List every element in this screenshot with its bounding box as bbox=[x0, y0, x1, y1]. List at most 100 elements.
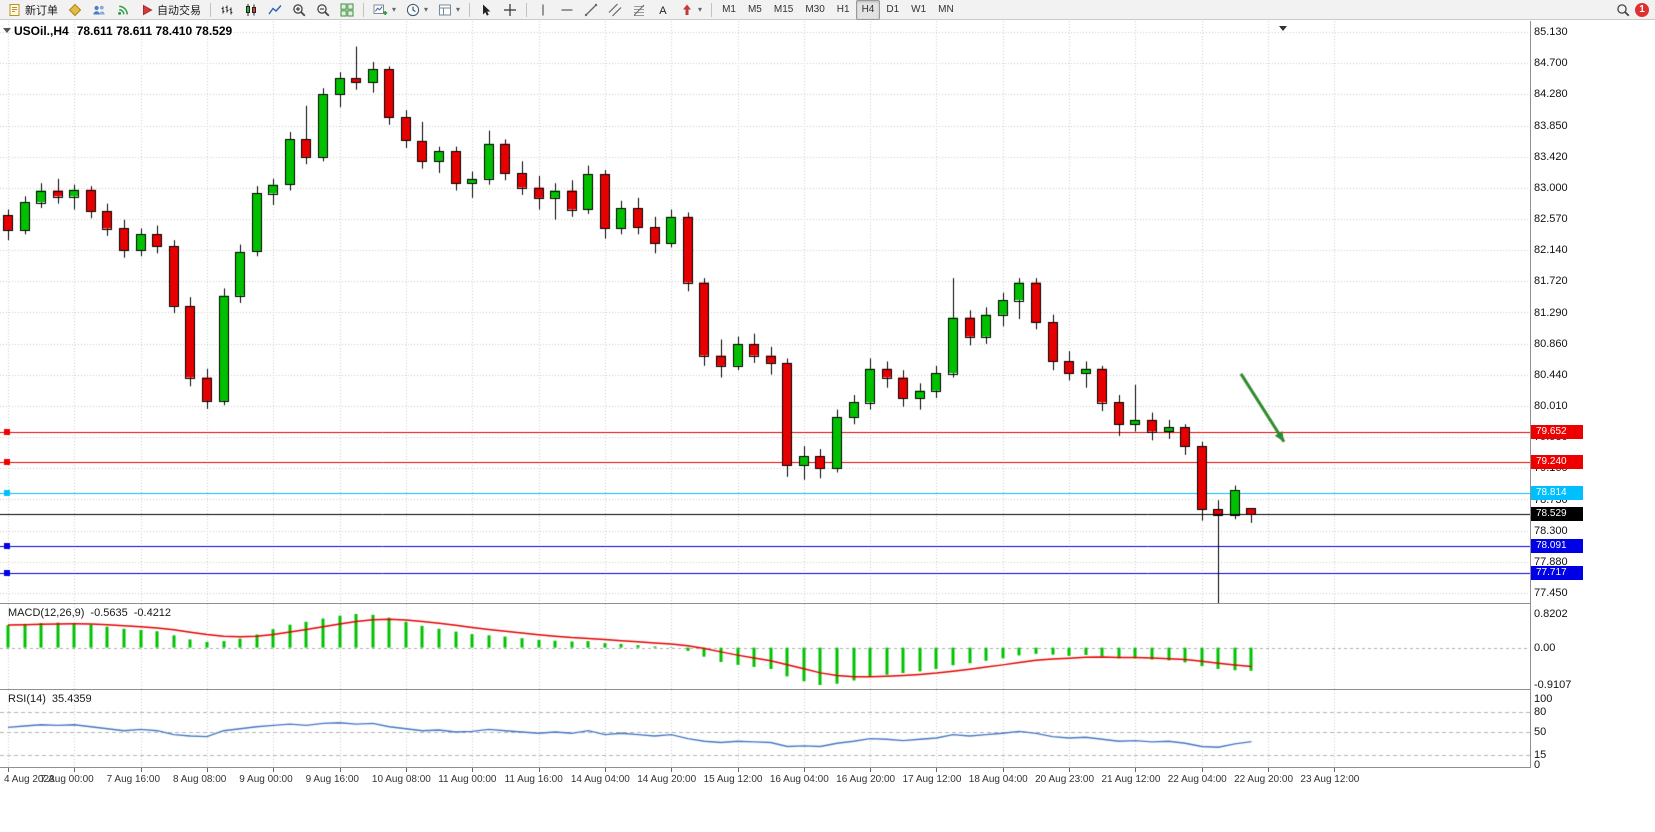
price-line-badge: 77.717 bbox=[1531, 566, 1583, 581]
price-line-badge: 79.652 bbox=[1531, 425, 1583, 440]
rsi-pane-separator[interactable] bbox=[0, 689, 1655, 690]
time-tick bbox=[1268, 768, 1269, 772]
rsi-axis-label: 100 bbox=[1534, 693, 1553, 705]
candles-chart-icon bbox=[244, 3, 258, 17]
vertical-line-button[interactable] bbox=[531, 0, 555, 20]
price-axis-label: 83.850 bbox=[1534, 119, 1568, 132]
crosshair-button[interactable] bbox=[498, 0, 522, 20]
toolbar-separator bbox=[526, 2, 528, 17]
tf-m1-label: M1 bbox=[722, 4, 736, 15]
tf-m30[interactable]: M30 bbox=[799, 0, 830, 20]
equidistant-channel-button[interactable] bbox=[603, 0, 627, 20]
time-axis-label: 10 Aug 08:00 bbox=[371, 774, 431, 785]
signal-icon bbox=[116, 3, 130, 17]
bar-chart-button[interactable] bbox=[215, 0, 239, 20]
time-tick bbox=[870, 768, 871, 772]
tile-windows-button[interactable] bbox=[335, 0, 359, 20]
macd-name: MACD(12,26,9) bbox=[8, 607, 85, 619]
tf-m5[interactable]: M5 bbox=[742, 0, 768, 20]
mql-wizard-button[interactable] bbox=[63, 0, 87, 20]
time-tick bbox=[738, 768, 739, 772]
rsi-name: RSI(14) bbox=[8, 693, 46, 705]
line-chart-button[interactable] bbox=[263, 0, 287, 20]
price-axis-label: 82.570 bbox=[1534, 213, 1568, 225]
time-axis-label: 18 Aug 04:00 bbox=[968, 774, 1028, 785]
zoom-in-button[interactable] bbox=[287, 0, 311, 20]
tf-m1[interactable]: M1 bbox=[716, 0, 742, 20]
tf-mn[interactable]: MN bbox=[932, 0, 960, 20]
time-axis-label: 14 Aug 20:00 bbox=[637, 774, 697, 785]
chart-title: USOil.,H4 78.611 78.611 78.410 78.529 bbox=[14, 24, 232, 38]
tiles-icon bbox=[340, 3, 354, 17]
search-button[interactable] bbox=[1611, 0, 1635, 20]
main-chart-canvas[interactable] bbox=[0, 21, 1530, 603]
price-axis-label: 82.140 bbox=[1534, 244, 1568, 257]
chart-menu-icon[interactable] bbox=[3, 28, 11, 33]
line-chart-icon bbox=[268, 3, 282, 17]
time-axis-label: 15 Aug 12:00 bbox=[703, 774, 763, 785]
new-chart-button[interactable]: ▾ bbox=[368, 0, 401, 20]
tf-m15-label: M15 bbox=[773, 4, 794, 15]
channel-icon bbox=[608, 3, 622, 17]
fibonacci-button[interactable] bbox=[627, 0, 651, 20]
time-tick bbox=[273, 768, 274, 772]
price-axis-label: 78.300 bbox=[1534, 524, 1568, 537]
price-axis[interactable] bbox=[1531, 21, 1655, 768]
macd-canvas[interactable] bbox=[0, 604, 1530, 689]
time-tick bbox=[671, 768, 672, 772]
time-tick bbox=[539, 768, 540, 772]
candlestick-chart-button[interactable] bbox=[239, 0, 263, 20]
time-tick bbox=[1003, 768, 1004, 772]
text-button[interactable]: A bbox=[651, 0, 675, 20]
cursor-button[interactable] bbox=[474, 0, 498, 20]
toolbar: 新订单 自动交易 ▾ ▾ ▾ A ▾ M1 M5 M15 M30 H1 H4 D1 W1 MN 1 bbox=[0, 0, 1655, 20]
time-tick bbox=[340, 768, 341, 772]
dropdown-arrow-icon: ▾ bbox=[424, 5, 429, 14]
current-price-badge: 78.529 bbox=[1531, 507, 1583, 522]
zoom-out-button[interactable] bbox=[311, 0, 335, 20]
rsi-canvas[interactable] bbox=[0, 690, 1530, 767]
macd-pane-separator[interactable] bbox=[0, 603, 1655, 604]
price-axis-label: 77.880 bbox=[1534, 555, 1568, 568]
price-line-badge: 78.091 bbox=[1531, 539, 1583, 554]
price-axis-label: 80.010 bbox=[1534, 400, 1568, 412]
periods-button[interactable]: ▾ bbox=[401, 0, 433, 20]
tf-m15[interactable]: M15 bbox=[768, 0, 799, 20]
vline-icon bbox=[536, 3, 550, 17]
tf-w1[interactable]: W1 bbox=[905, 0, 932, 20]
notification-count[interactable]: 1 bbox=[1635, 2, 1649, 17]
autotrading-button[interactable]: 自动交易 bbox=[135, 0, 206, 20]
play-red-icon bbox=[140, 3, 154, 17]
horizontal-line-button[interactable] bbox=[555, 0, 579, 20]
toolbar-separator bbox=[210, 2, 211, 17]
toolbar-separator bbox=[363, 2, 364, 17]
macd-axis-label: 0.8202 bbox=[1534, 608, 1568, 620]
tf-d1[interactable]: D1 bbox=[880, 0, 905, 20]
text-icon: A bbox=[656, 3, 670, 17]
time-axis-label: 7 Aug 00:00 bbox=[40, 774, 94, 785]
trendline-button[interactable] bbox=[579, 0, 603, 20]
new-order-button[interactable]: 新订单 bbox=[3, 0, 63, 20]
chart-plus-icon bbox=[373, 3, 388, 17]
time-axis-label: 4 Aug 2023 bbox=[4, 774, 55, 785]
time-tick bbox=[74, 768, 75, 772]
price-axis-label: 81.720 bbox=[1534, 275, 1568, 288]
time-axis[interactable]: 4 Aug 2023 7 Aug 00:00 7 Aug 16:00 8 Aug 08… bbox=[0, 768, 1530, 786]
macd-axis-label: -0.9107 bbox=[1534, 679, 1572, 691]
tf-h4[interactable]: H4 bbox=[855, 0, 881, 20]
time-tick bbox=[1334, 768, 1335, 772]
bars-chart-icon bbox=[220, 3, 234, 17]
signals-button[interactable] bbox=[111, 0, 135, 20]
time-axis-label: 22 Aug 04:00 bbox=[1167, 774, 1227, 785]
chart-ohlc-values: 78.611 78.611 78.410 78.529 bbox=[76, 24, 233, 38]
templates-button[interactable]: ▾ bbox=[433, 0, 465, 20]
fibo-icon bbox=[632, 3, 646, 17]
arrows-button[interactable]: ▾ bbox=[675, 0, 707, 20]
tf-h1[interactable]: H1 bbox=[831, 0, 856, 20]
chart-shift-marker-icon[interactable] bbox=[1279, 26, 1287, 31]
macd-axis-label: 0.00 bbox=[1534, 641, 1556, 654]
new-order-button-label: 新订单 bbox=[25, 4, 58, 17]
community-button[interactable] bbox=[87, 0, 111, 20]
notification-badge[interactable]: 1 bbox=[1635, 2, 1652, 17]
time-tick bbox=[207, 768, 208, 772]
